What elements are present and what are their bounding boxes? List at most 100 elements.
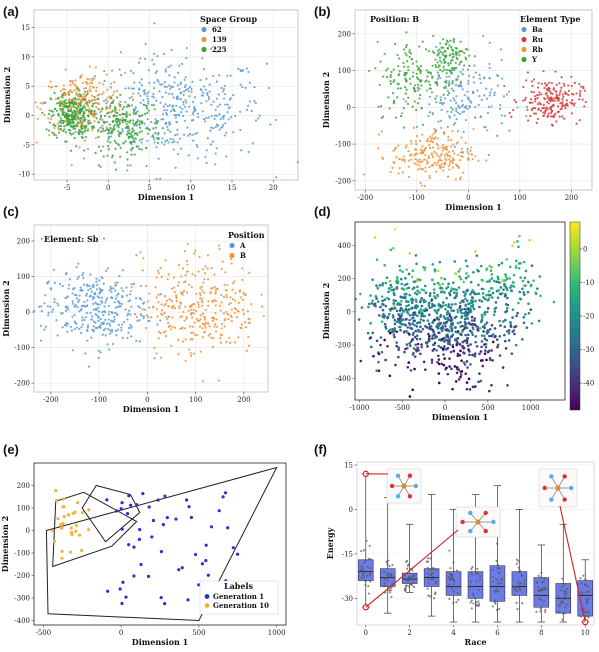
scatter-point xyxy=(437,372,441,375)
scatter-point xyxy=(485,358,488,362)
scatter-point xyxy=(66,513,71,517)
scatter-point xyxy=(206,267,209,270)
scatter-point xyxy=(445,81,448,84)
scatter-point xyxy=(407,321,411,325)
scatter-point xyxy=(275,118,278,122)
scatter-point xyxy=(130,335,133,338)
scatter-point xyxy=(222,117,225,120)
legend-entry: 225 xyxy=(212,45,227,54)
scatter-point xyxy=(543,82,547,85)
scatter-point xyxy=(471,305,475,309)
scatter-point xyxy=(170,344,173,347)
scatter-point xyxy=(431,64,434,67)
scatter-point xyxy=(399,303,402,306)
scatter-point xyxy=(99,149,103,153)
scatter-point xyxy=(569,101,572,104)
scatter-point xyxy=(190,354,193,357)
box-point xyxy=(585,591,588,594)
scatter-point xyxy=(168,84,171,87)
scatter-point xyxy=(79,122,82,125)
scatter-point xyxy=(399,319,403,323)
x-tick-label: -1000 xyxy=(349,404,369,412)
scatter-point xyxy=(164,121,168,125)
scatter-point xyxy=(425,89,428,92)
scatter-point xyxy=(407,68,410,72)
scatter-point xyxy=(202,117,206,121)
scatter-point xyxy=(392,149,395,152)
scatter-point xyxy=(449,306,452,309)
scatter-point xyxy=(191,272,194,276)
scatter-point xyxy=(539,103,542,106)
scatter-point xyxy=(415,60,418,63)
scatter-point xyxy=(110,330,114,334)
scatter-point xyxy=(433,127,436,131)
scatter-point xyxy=(200,285,203,288)
scatter-point xyxy=(41,102,45,105)
scatter-point xyxy=(225,131,228,135)
scatter-point xyxy=(467,309,471,313)
scatter-point xyxy=(410,158,413,161)
scatter-point xyxy=(91,302,95,306)
x-axis-label: Dimension 1 xyxy=(138,192,194,202)
scatter-point xyxy=(442,51,445,54)
scatter-point xyxy=(413,84,417,87)
scatter-point xyxy=(243,321,247,324)
scatter-point xyxy=(131,127,134,130)
scatter-point xyxy=(70,90,73,94)
scatter-point xyxy=(146,95,149,98)
scatter-point xyxy=(546,100,549,104)
x-tick-label: 0 xyxy=(145,396,149,404)
scatter-point xyxy=(129,289,133,293)
scatter-point xyxy=(59,101,62,104)
scatter-point xyxy=(435,163,438,166)
scatter-point xyxy=(430,91,434,94)
scatter-point xyxy=(413,323,416,327)
scatter-point xyxy=(165,299,169,302)
scatter-point xyxy=(412,331,415,335)
scatter-point xyxy=(131,137,134,140)
scatter-point xyxy=(368,69,371,73)
scatter-point xyxy=(419,72,422,75)
scatter-point xyxy=(114,284,117,287)
box-point xyxy=(429,595,432,598)
annotation-position: Position: B xyxy=(370,14,419,24)
scatter-point xyxy=(468,388,472,391)
scatter-point xyxy=(420,107,423,110)
scatter-point xyxy=(220,301,223,304)
scatter-point xyxy=(111,120,114,124)
scatter-point xyxy=(76,500,80,505)
scatter-point xyxy=(169,130,172,133)
scatter-point xyxy=(119,51,122,54)
atom xyxy=(569,485,574,491)
scatter-point xyxy=(416,314,419,318)
scatter-point xyxy=(54,133,58,137)
scatter-point xyxy=(468,307,472,310)
scatter-point xyxy=(81,274,84,277)
scatter-point xyxy=(163,304,166,307)
scatter-point xyxy=(49,117,53,120)
scatter-point xyxy=(208,90,211,93)
scatter-point xyxy=(215,147,219,150)
scatter-point xyxy=(143,122,146,125)
scatter-point xyxy=(430,298,434,301)
scatter-point xyxy=(226,111,229,114)
scatter-point xyxy=(478,95,481,98)
scatter-point xyxy=(108,310,111,313)
scatter-point xyxy=(92,102,95,105)
box-point xyxy=(425,560,428,563)
scatter-point xyxy=(63,99,66,103)
scatter-point xyxy=(120,287,123,290)
scatter-point xyxy=(435,45,438,49)
scatter-point xyxy=(171,316,174,319)
scatter-point xyxy=(131,146,135,149)
scatter-point xyxy=(503,283,506,287)
scatter-point xyxy=(459,178,462,181)
scatter-point xyxy=(88,65,92,68)
connector-line xyxy=(365,529,459,608)
scatter-point xyxy=(530,98,533,101)
scatter-point xyxy=(59,107,62,110)
scatter-point xyxy=(472,128,475,131)
scatter-point xyxy=(105,299,108,302)
scatter-point xyxy=(101,127,105,130)
scatter-point xyxy=(395,279,399,283)
